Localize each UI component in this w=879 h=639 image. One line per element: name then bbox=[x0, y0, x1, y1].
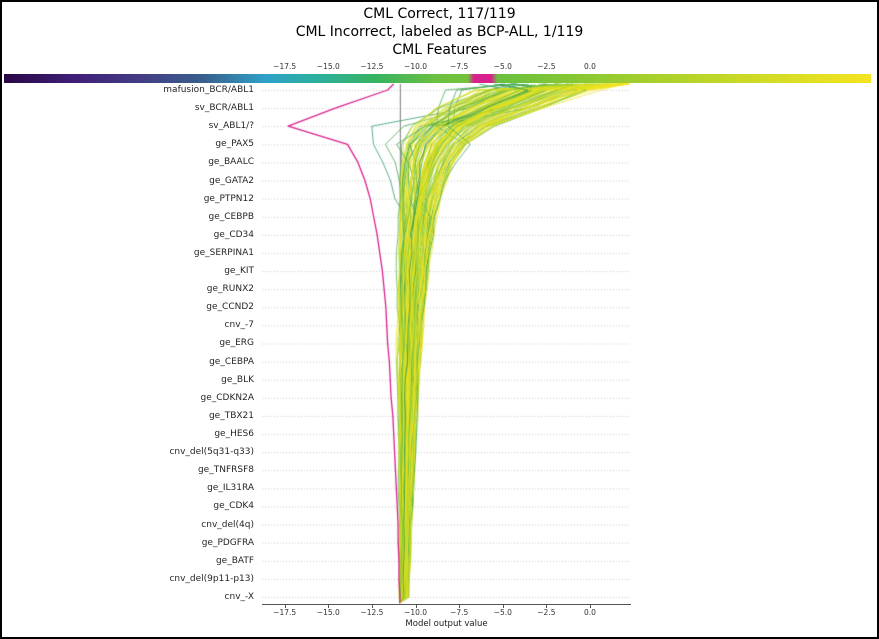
feature-label: cnv_-X bbox=[224, 591, 254, 602]
bottom-axis-tick-label: −15.0 bbox=[316, 608, 340, 617]
feature-label: ge_BAALC bbox=[208, 157, 254, 168]
feature-label: ge_PAX5 bbox=[215, 139, 254, 150]
feature-label: cnv_del(5q31-q33) bbox=[169, 447, 254, 458]
feature-label: ge_GATA2 bbox=[209, 175, 254, 186]
bottom-axis-tick-mark bbox=[546, 604, 548, 608]
bottom-axis-tick-mark bbox=[459, 604, 461, 608]
feature-label: ge_CEBPB bbox=[208, 211, 255, 222]
bottom-axis-tick-mark bbox=[502, 604, 504, 608]
feature-label: mafusion_BCR/ABL1 bbox=[163, 85, 254, 95]
bottom-axis-tick-mark bbox=[415, 604, 417, 608]
colorbar-gradient bbox=[4, 74, 871, 83]
feature-label: sv_ABL1/? bbox=[208, 121, 254, 132]
x-axis-line bbox=[262, 604, 631, 605]
top-axis-tick-label: −12.5 bbox=[360, 62, 384, 71]
bottom-axis-tick-label: −12.5 bbox=[360, 608, 384, 617]
feature-label: ge_PTPN12 bbox=[203, 193, 254, 204]
title-line-2: CML Incorrect, labeled as BCP-ALL, 1/119 bbox=[295, 24, 584, 40]
feature-label: ge_BLK bbox=[221, 374, 254, 385]
feature-label: ge_SERPINA1 bbox=[193, 247, 254, 258]
bottom-axis-tick-mark bbox=[328, 604, 330, 608]
feature-label: cnv_del(4q) bbox=[201, 519, 254, 530]
bottom-axis-tick-label: −2.5 bbox=[537, 608, 556, 617]
feature-label: cnv_-7 bbox=[224, 320, 254, 331]
bottom-axis-tick-mark bbox=[590, 604, 591, 608]
top-axis-tick-label: 0.0 bbox=[584, 62, 596, 71]
feature-label: ge_CCND2 bbox=[206, 302, 254, 313]
feature-label: ge_IL31RA bbox=[207, 483, 254, 494]
feature-label: ge_BATF bbox=[215, 555, 254, 566]
feature-label: ge_CD34 bbox=[213, 229, 254, 240]
feature-label: sv_BCR/ABL1 bbox=[194, 103, 254, 114]
top-axis-tick-label: −2.5 bbox=[537, 62, 556, 71]
top-axis-tick-label: −7.5 bbox=[450, 62, 469, 71]
title-line-1: CML Correct, 117/119 bbox=[363, 6, 516, 22]
top-axis-tick-label: −15.0 bbox=[316, 62, 340, 71]
feature-label: ge_CDK4 bbox=[213, 501, 254, 512]
bottom-axis-tick-mark bbox=[284, 604, 286, 608]
feature-label: ge_ERG bbox=[219, 338, 254, 349]
feature-label: ge_PDGFRA bbox=[201, 537, 254, 548]
bottom-axis-tick-mark bbox=[371, 604, 373, 608]
feature-label: ge_KIT bbox=[224, 266, 254, 277]
top-axis-tick-label: −17.5 bbox=[273, 62, 297, 71]
feature-label: ge_TNFRSF8 bbox=[197, 465, 254, 476]
feature-label: ge_TBX21 bbox=[208, 410, 254, 421]
top-axis-tick-label: −10.0 bbox=[404, 62, 428, 71]
feature-label: ge_RUNX2 bbox=[206, 284, 254, 295]
feature-label: ge_CDKN2A bbox=[200, 392, 254, 403]
top-axis-tick-label: −5.0 bbox=[493, 62, 512, 71]
chart-title: CML Correct, 117/119 CML Incorrect, labe… bbox=[2, 5, 877, 59]
x-axis-label: Model output value bbox=[405, 619, 488, 629]
bottom-axis-tick-label: −5.0 bbox=[493, 608, 512, 617]
feature-label: ge_CEBPA bbox=[209, 356, 254, 367]
bottom-axis-tick-label: 0.0 bbox=[584, 608, 596, 617]
feature-label: ge_HES6 bbox=[214, 429, 254, 440]
title-line-3: CML Features bbox=[392, 42, 487, 58]
feature-label: cnv_del(9p11-p13) bbox=[169, 573, 254, 584]
bottom-axis-tick-label: −10.0 bbox=[404, 608, 428, 617]
bottom-axis-tick-label: −7.5 bbox=[450, 608, 469, 617]
bottom-axis-tick-label: −17.5 bbox=[273, 608, 297, 617]
decision-plot-canvas bbox=[262, 83, 631, 606]
